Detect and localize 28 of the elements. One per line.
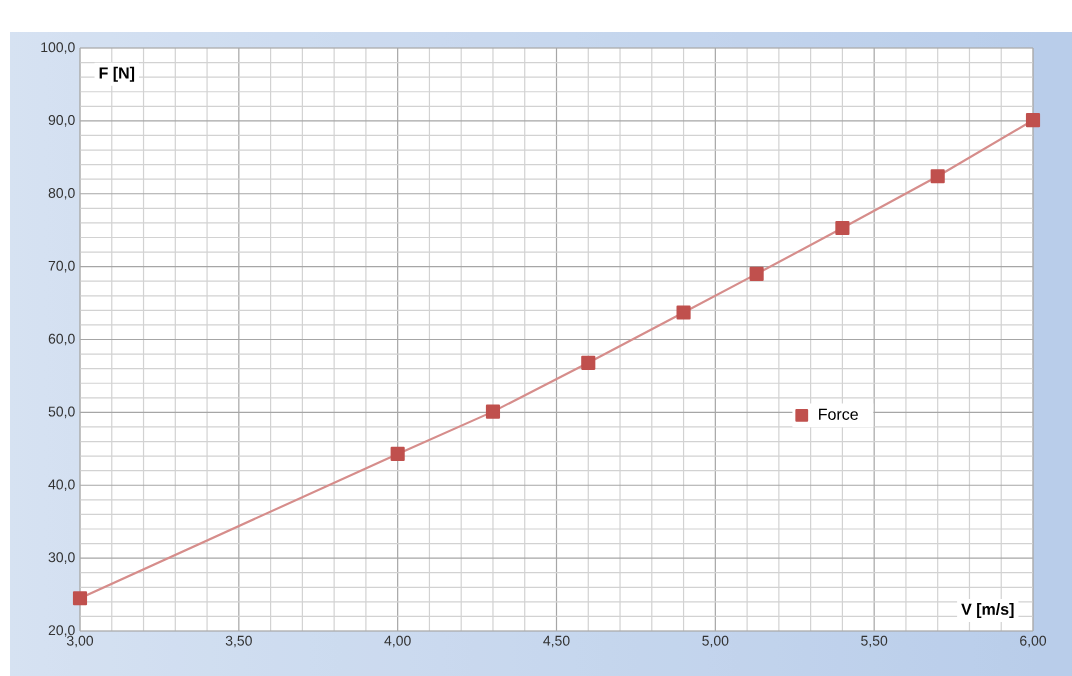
point — [930, 169, 945, 184]
point — [676, 305, 691, 320]
point — [835, 220, 850, 236]
legend-label: Force — [819, 408, 858, 420]
x-tick-label: 5,00 — [702, 635, 729, 648]
x-tick-label: 3,50 — [225, 635, 252, 648]
x-tick-label: 6,00 — [1020, 635, 1047, 648]
x-tick-label: 4,00 — [384, 635, 411, 648]
point — [72, 591, 88, 606]
point — [1025, 113, 1041, 128]
y-tick-label: 50,0 — [48, 406, 75, 419]
y-axis-title: F [N] — [99, 66, 135, 82]
x-tick-label: 3,00 — [66, 635, 94, 648]
x-tick-label: 5,50 — [861, 635, 888, 648]
point — [485, 404, 501, 419]
point — [581, 355, 596, 370]
y-tick-label: 90,0 — [48, 115, 75, 127]
point — [390, 446, 405, 461]
y-tick-label: 100,0 — [41, 42, 75, 54]
x-tick-label: 4,50 — [543, 635, 570, 648]
y-tick-label: 40,0 — [48, 479, 75, 492]
y-tick-label: 30,0 — [48, 552, 75, 564]
y-tick-label: 80,0 — [48, 187, 75, 200]
x-axis-title: V [m/s] — [961, 603, 1014, 618]
y-tick-label: 20,0 — [48, 625, 75, 637]
y-tick-label: 70,0 — [48, 260, 75, 273]
y-tick-label: 60,0 — [48, 333, 75, 346]
point — [749, 266, 764, 281]
